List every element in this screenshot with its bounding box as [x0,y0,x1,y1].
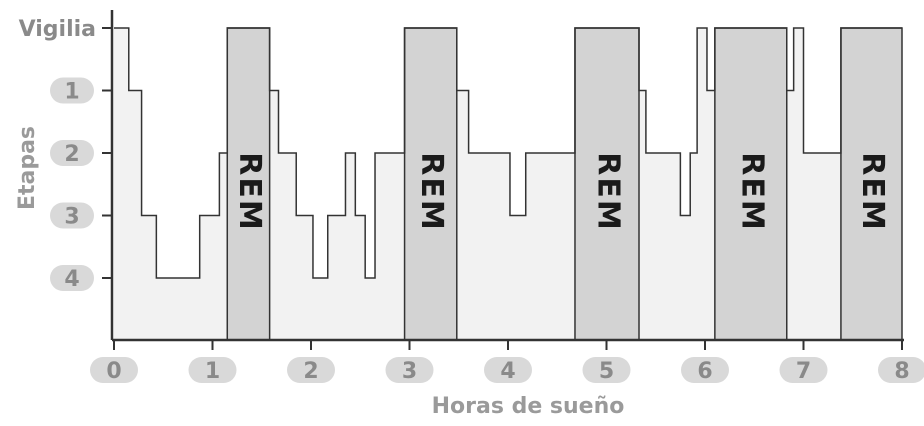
y-tick-label: 4 [64,267,79,292]
x-tick-pill [582,357,631,383]
x-tick-labels: 0 1 2 3 4 5 6 7 8 [90,340,924,384]
rem-label-5: REM [855,152,890,231]
rem-label-3: REM [590,152,625,231]
y-tick-labels: Vigilia 1 2 3 4 [19,17,112,292]
rem-band-4 [714,27,788,341]
rem-label-4: REM [734,152,769,231]
y-axis-title: Etapas [15,126,40,210]
x-tick-label: 8 [894,359,909,384]
x-tick-pill [90,357,138,383]
x-tick-label: 4 [500,359,515,384]
y-tick-pill [50,202,94,229]
y-tick-pill [50,140,94,166]
stage-line [114,27,902,279]
rem-band-5 [840,27,903,341]
x-tick-label: 7 [796,359,811,384]
x-tick-pill [681,357,729,383]
rem-label-1: REM [232,152,267,231]
y-tick-label: 2 [64,142,79,167]
y-tick-pill [50,265,94,291]
y-tick-label: Vigilia [19,17,96,42]
x-tick-pill [287,357,335,383]
x-tick-label: 6 [697,359,712,384]
x-tick-pill [484,357,532,383]
x-tick-label: 0 [106,359,121,384]
x-tick-pill [779,357,828,383]
x-axis-title: Horas de sueño [432,394,625,419]
x-tick-label: 1 [205,359,220,384]
rem-label-2: REM [414,152,449,231]
x-tick-label: 2 [303,359,318,384]
y-tick-label: 1 [64,80,79,105]
y-tick-pill [50,77,94,104]
x-tick-pill [878,357,924,383]
x-tick-pill [188,357,237,383]
x-tick-pill [385,357,434,383]
y-tick-label: 3 [64,205,79,230]
x-tick-label: 5 [599,359,614,384]
x-tick-label: 3 [402,359,417,384]
stage-area [114,28,902,340]
